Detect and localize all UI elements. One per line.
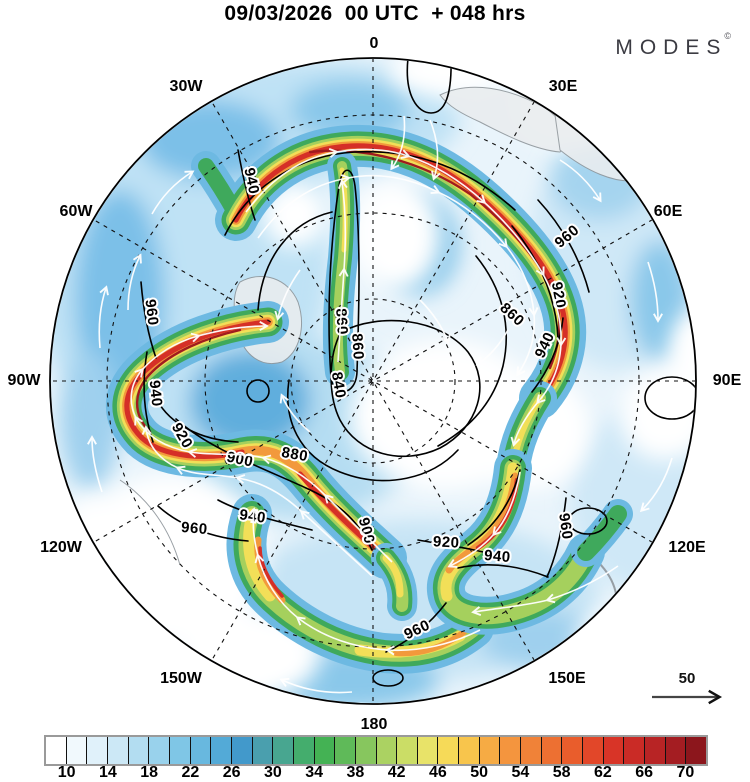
contour-label: 860 (348, 333, 367, 361)
lon-label: 90E (713, 372, 742, 389)
colorbar-cell (293, 737, 315, 764)
colorbar-cell (521, 737, 542, 764)
lon-label: 90W (8, 372, 42, 389)
colorbar-tick: 66 (635, 764, 654, 781)
colorbar-cell (107, 737, 129, 764)
colorbar-cell (169, 737, 191, 764)
contour-label: 960 (180, 519, 208, 538)
reference-arrow: 50 (652, 670, 723, 705)
colorbar-cell (87, 737, 108, 764)
colorbar-cell (686, 737, 706, 764)
longitude-labels: 0 30E 60E 90E 120E 150E 180 150W 120W 90… (8, 35, 742, 733)
lon-label: 30E (549, 78, 578, 95)
wind-arrows (87, 115, 673, 694)
colorbar-tick: 42 (387, 764, 406, 781)
colorbar-tick: 10 (57, 764, 76, 781)
map-rim (49, 57, 697, 705)
lon-label: 0 (370, 35, 379, 52)
colorbar-cell (252, 737, 274, 764)
colorbar-cell (46, 737, 67, 764)
contour-label: 920 (433, 533, 460, 551)
colorbar-cell (211, 737, 232, 764)
colorbar-cell (355, 737, 377, 764)
colorbar-cell (397, 737, 418, 764)
colorbar-tick: 58 (552, 764, 571, 781)
colorbar-cell (314, 737, 336, 764)
lon-label: 150E (548, 670, 586, 687)
lon-label: 30W (170, 78, 204, 95)
lon-label: 120W (40, 539, 83, 556)
colorbar-cell (645, 737, 666, 764)
colorbar-cell (603, 737, 625, 764)
colorbar-cell (149, 737, 170, 764)
colorbar-tick: 62 (593, 764, 612, 781)
copyright-mark: © (724, 31, 731, 41)
colorbar-tick: 50 (470, 764, 489, 781)
colorbar-cell (541, 737, 563, 764)
colorbar-tick: 38 (346, 764, 365, 781)
colorbar (44, 735, 708, 766)
lon-label: 60W (60, 203, 94, 220)
colorbar-cell (128, 737, 150, 764)
contour-label: 960 (141, 298, 161, 326)
colorbar-tick: 18 (140, 764, 159, 781)
colorbar-tick: 14 (98, 764, 117, 781)
colorbar-cell (479, 737, 501, 764)
colorbar-cell (231, 737, 253, 764)
colorbar-cell (376, 737, 398, 764)
colorbar-cell (273, 737, 294, 764)
colorbar-tick: 70 (676, 764, 695, 781)
colorbar-tick: 26 (222, 764, 241, 781)
lon-label: 180 (361, 716, 388, 733)
colorbar-tick: 46 (428, 764, 447, 781)
contour-label: 940 (146, 379, 166, 407)
contour-label: 940 (483, 547, 511, 566)
colorbar-cell (335, 737, 356, 764)
lon-label: 150W (160, 670, 203, 687)
reference-arrow-label: 50 (679, 670, 696, 687)
colorbar-cell (438, 737, 460, 764)
brand-logo: MODES© (615, 31, 734, 60)
colorbar-cell (417, 737, 439, 764)
colorbar-cell (624, 737, 646, 764)
colorbar-cell (562, 737, 584, 764)
colorbar-cell (583, 737, 604, 764)
colorbar-cell (665, 737, 687, 764)
colorbar-cell (66, 737, 88, 764)
colorbar-ticks: 10 14 18 22 26 30 34 38 42 46 50 54 58 62 66 70 (46, 764, 706, 782)
colorbar-tick: 30 (263, 764, 282, 781)
colorbar-tick: 22 (181, 764, 200, 781)
brand-text: MODES (615, 36, 728, 59)
lon-label: 60E (654, 203, 683, 220)
colorbar-cell (190, 737, 212, 764)
colorbar-cell (459, 737, 480, 764)
lon-label: 120E (668, 539, 706, 556)
height-contours (140, 59, 695, 687)
colorbar-tick: 54 (511, 764, 530, 781)
colorbar-tick: 34 (305, 764, 324, 781)
colorbar-cell (500, 737, 522, 764)
page-title: 09/03/2026 00 UTC + 048 hrs (224, 2, 526, 25)
